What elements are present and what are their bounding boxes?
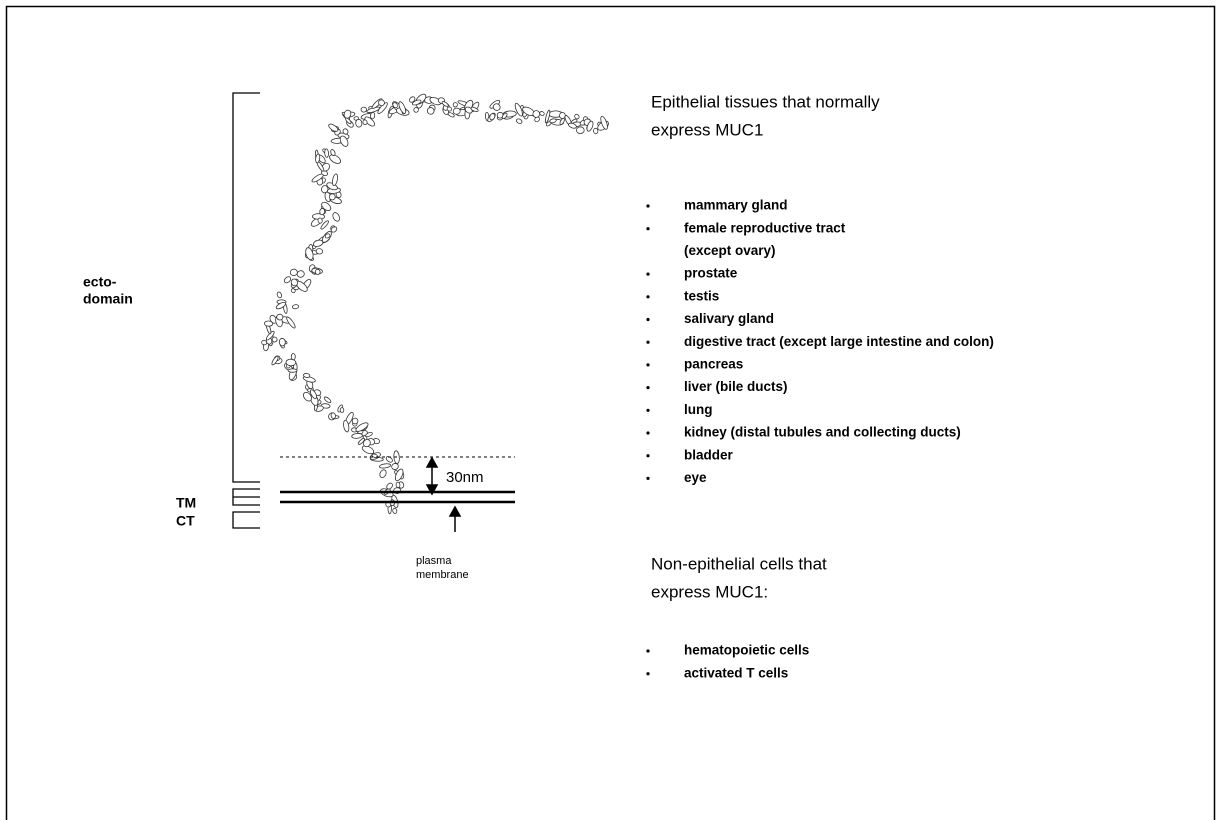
list-item: digestive tract (except large intestine … [684, 334, 994, 349]
glycan [379, 469, 388, 479]
section-heading: express MUC1: [651, 582, 768, 601]
glycan [574, 113, 580, 119]
bullet [646, 295, 649, 298]
brackets [233, 93, 260, 528]
list-item: activated T cells [684, 665, 788, 680]
bullet [646, 204, 649, 207]
glycan [315, 269, 321, 275]
membrane-label: plasma [416, 555, 452, 567]
ecto-bracket [233, 93, 260, 482]
glycan [576, 127, 584, 134]
frame [7, 7, 1215, 820]
glycan [297, 270, 305, 278]
bullet [646, 318, 649, 321]
list-item: (except ovary) [684, 243, 776, 258]
glycan [332, 173, 339, 186]
glycan [370, 112, 375, 119]
glycan [452, 102, 458, 108]
glycan [279, 338, 286, 346]
tm-label: TM [176, 495, 196, 511]
list-item: kidney (distal tubules and collecting du… [684, 425, 961, 440]
bullet [646, 649, 649, 652]
glycan [329, 194, 335, 200]
list-item: hematopoietic cells [684, 643, 809, 658]
bullet [646, 386, 649, 389]
arrow-head [450, 507, 460, 516]
glycan [392, 508, 397, 514]
glycan [340, 408, 344, 413]
ecto-label: ecto- [83, 274, 117, 290]
glycan [396, 482, 401, 488]
bullet [646, 477, 649, 480]
bullet [646, 341, 649, 344]
ct-label: CT [176, 513, 195, 529]
glycan [351, 433, 362, 439]
list-item: liver (bile ducts) [684, 379, 788, 394]
list-item: mammary gland [684, 198, 788, 213]
section-heading: Non-epithelial cells that [651, 554, 827, 573]
glycan [379, 463, 391, 469]
glycan [362, 119, 367, 125]
glycan [292, 304, 299, 309]
list-item: testis [684, 288, 719, 303]
distance-label: 30nm [446, 469, 484, 486]
bullet [646, 672, 649, 675]
bullet [646, 454, 649, 457]
glycan [290, 269, 298, 276]
bullet [646, 273, 649, 276]
list-item: eye [684, 470, 707, 485]
glycan [264, 321, 273, 327]
glycan [323, 396, 332, 404]
glycan [286, 359, 296, 366]
glycan [319, 208, 325, 215]
bullet [646, 363, 649, 366]
bullet [646, 227, 649, 230]
glycan [276, 291, 282, 298]
glycan [324, 149, 328, 158]
glycan [288, 369, 297, 372]
glycan [361, 107, 367, 112]
bullet [646, 431, 649, 434]
list-item: bladder [684, 447, 734, 462]
mucin-molecule [261, 92, 610, 513]
glycan [453, 108, 461, 115]
list-item: salivary gland [684, 311, 774, 326]
glycan [559, 118, 565, 126]
glycan [283, 276, 292, 285]
list-item: lung [684, 402, 713, 417]
list-item: prostate [684, 266, 738, 281]
figure: ecto- domain TM CT 30nm plasma membrane … [0, 0, 1221, 820]
bullet [646, 409, 649, 412]
list-item: female reproductive tract [684, 220, 846, 235]
section-heading: Epithelial tissues that normally [651, 92, 880, 111]
membrane-label: membrane [416, 569, 469, 581]
section-heading: express MUC1 [651, 120, 763, 139]
glycan [355, 119, 362, 127]
glycan [331, 211, 341, 222]
ct-bracket [233, 512, 260, 528]
glycan [316, 248, 323, 254]
arrow-head [427, 458, 437, 467]
glycan [516, 118, 523, 125]
list-item: pancreas [684, 356, 743, 371]
ecto-label: domain [83, 291, 133, 307]
